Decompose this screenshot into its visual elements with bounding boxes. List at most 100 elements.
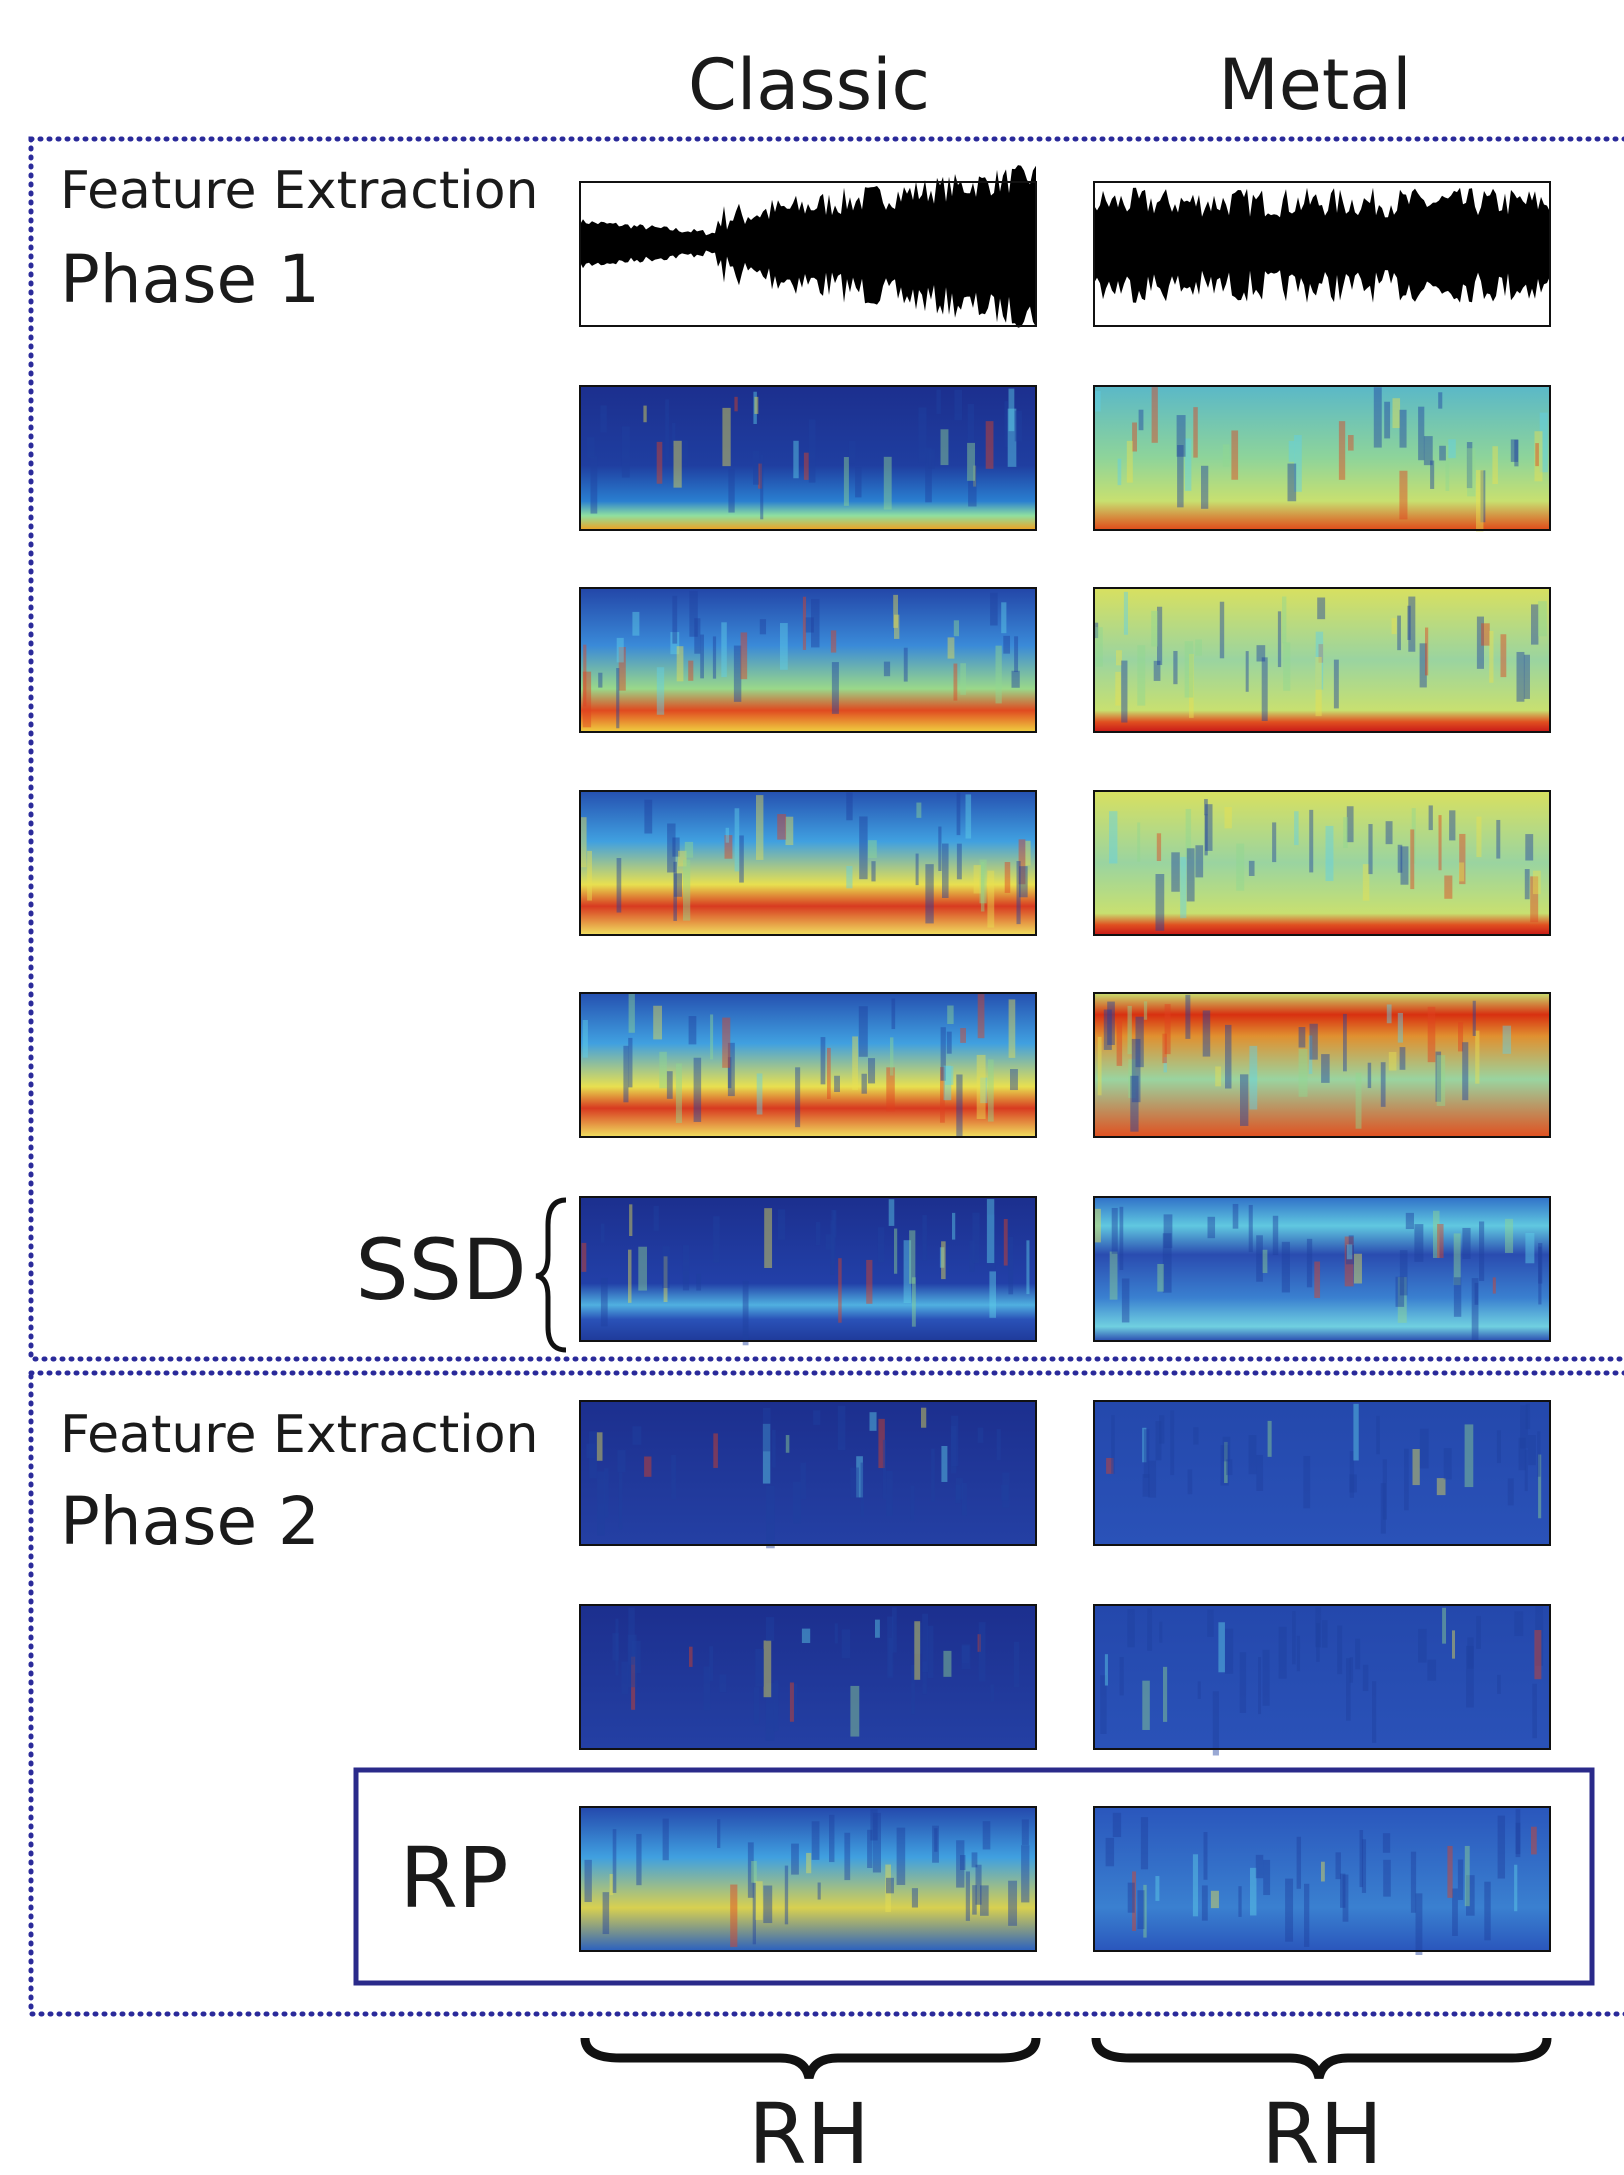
heatmap-streak <box>942 844 949 898</box>
heatmap-streak <box>1525 869 1530 899</box>
heatmap-streak <box>1163 1667 1167 1722</box>
heatmap-streak <box>793 1482 801 1524</box>
heatmap-streak <box>1003 636 1010 654</box>
heatmap-streak <box>683 1245 689 1290</box>
heatmap-streak <box>1299 1027 1306 1047</box>
heatmap-streak <box>628 1250 631 1303</box>
heatmap-streak <box>1326 826 1334 881</box>
heatmap-streak <box>871 861 875 881</box>
heatmap-streak <box>1437 1224 1443 1258</box>
heatmap <box>580 993 1036 1137</box>
heatmap-streak <box>1297 1837 1301 1889</box>
heatmap-streak <box>1124 592 1128 635</box>
heatmap-streak <box>818 1883 821 1900</box>
heatmap-streak <box>774 1680 779 1731</box>
heatmap-streak <box>1317 597 1325 619</box>
panel <box>1094 1605 1550 1755</box>
heatmap-streak <box>632 612 639 636</box>
heatmap-streak <box>813 1410 820 1425</box>
heatmap-streak <box>1223 1437 1231 1462</box>
heatmap-streak <box>1249 1205 1253 1252</box>
heatmap-streak <box>835 1623 838 1643</box>
heatmap-streak <box>1381 1062 1386 1107</box>
heatmap-streak <box>812 1821 820 1860</box>
heatmap-streak <box>1387 1004 1392 1023</box>
heatmap-streak <box>1225 807 1232 828</box>
heatmap-streak <box>793 441 798 478</box>
heatmap-streak <box>1106 1838 1114 1866</box>
heatmap-streak <box>1489 631 1493 683</box>
heatmap-streak <box>1347 1244 1352 1259</box>
heatmap-streak <box>785 1866 788 1925</box>
heatmap-streak <box>1014 636 1018 672</box>
heatmap-streak <box>1139 410 1144 431</box>
heatmap-streak <box>591 456 598 513</box>
heatmap-streak <box>954 664 958 701</box>
heatmap-streak <box>1448 439 1455 458</box>
brace <box>536 1200 566 1350</box>
heatmap-streak <box>1215 1066 1221 1086</box>
heatmap-streak <box>831 630 836 652</box>
panel <box>580 993 1036 1138</box>
heatmap-streak <box>947 1006 953 1024</box>
heatmap-streak <box>1009 389 1015 432</box>
heatmap-streak <box>616 668 619 728</box>
heatmap-streak <box>1392 618 1397 634</box>
heatmap-streak <box>1193 407 1197 457</box>
heatmap-streak <box>760 455 763 519</box>
heatmap-streak <box>1157 607 1162 665</box>
panel <box>1094 588 1550 732</box>
heatmap-streak <box>1484 1882 1490 1941</box>
heatmap-streak <box>954 620 959 636</box>
heatmap-streak <box>1026 1240 1029 1294</box>
heatmap-streak <box>1195 845 1203 877</box>
heatmap-streak <box>1404 1449 1409 1511</box>
heatmap-streak <box>722 408 730 466</box>
heatmap-streak <box>816 1222 820 1245</box>
heatmap-streak <box>889 1199 895 1226</box>
heatmap-streak <box>844 1833 850 1880</box>
heatmap-streak <box>795 1067 800 1127</box>
heatmap-streak <box>1383 1833 1390 1853</box>
heatmap-streak <box>1427 1660 1436 1681</box>
heatmap-streak <box>986 421 994 469</box>
heatmap-streak <box>990 593 998 626</box>
heatmap-streak <box>665 399 669 461</box>
heatmap-streak <box>1498 1816 1505 1879</box>
heatmap-streak <box>868 840 877 858</box>
heatmap-streak <box>1096 627 1103 667</box>
phase-title: Feature Extraction <box>60 1405 539 1465</box>
heatmap-streak <box>741 632 748 679</box>
heatmap-streak <box>892 998 896 1029</box>
heatmap-streak <box>1137 1890 1144 1929</box>
heatmap-streak <box>988 1059 994 1121</box>
heatmap-streak <box>1430 461 1434 489</box>
heatmap-streak <box>1109 811 1117 863</box>
heatmap-streak <box>1368 824 1372 874</box>
panel <box>580 1807 1036 1951</box>
heatmap-streak <box>868 1058 875 1083</box>
heatmap-streak <box>850 1686 859 1737</box>
heatmap-streak <box>1444 1448 1452 1479</box>
heatmap-streak <box>1321 1054 1330 1083</box>
heatmap <box>580 588 1036 732</box>
heatmap-streak <box>617 858 622 913</box>
heatmap-streak <box>1493 1277 1496 1293</box>
heatmap-streak <box>1525 1233 1534 1263</box>
heatmap-streak <box>1022 1819 1029 1845</box>
heatmap-streak <box>1503 1026 1511 1054</box>
heatmap-streak <box>1204 1832 1208 1880</box>
heatmap-streak <box>918 408 926 463</box>
heatmap-streak <box>1156 874 1165 931</box>
heatmap-streak <box>1303 1456 1310 1508</box>
heatmap-streak <box>1120 1207 1124 1270</box>
heatmap-streak <box>1532 1684 1537 1738</box>
heatmap-streak <box>613 1633 619 1660</box>
heatmap-streak <box>601 1224 605 1243</box>
heatmap-streak <box>622 1661 629 1694</box>
heatmap-streak <box>1399 471 1407 520</box>
heatmap-streak <box>909 1230 915 1283</box>
heatmap-streak <box>1389 1052 1397 1071</box>
heatmap-streak <box>897 1828 906 1885</box>
heatmap-streak <box>956 1478 963 1500</box>
